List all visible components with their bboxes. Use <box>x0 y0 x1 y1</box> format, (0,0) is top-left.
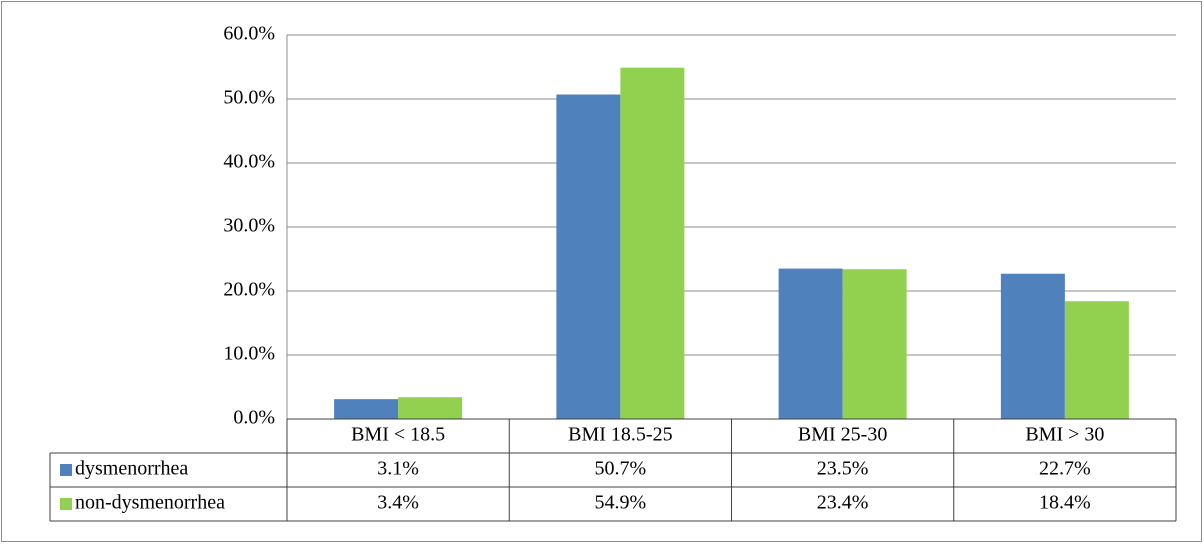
y-tick-label: 10.0% <box>223 343 275 365</box>
table-value: 22.7% <box>1039 458 1091 480</box>
x-tick-label: BMI 18.5-25 <box>568 424 672 446</box>
legend-label: dysmenorrhea <box>75 458 188 480</box>
table-value: 50.7% <box>595 458 647 480</box>
table-value: 54.9% <box>595 492 647 514</box>
legend-key <box>60 464 72 476</box>
table-value: 3.1% <box>377 458 419 480</box>
x-tick-label: BMI > 30 <box>1025 424 1104 446</box>
y-tick-label: 0.0% <box>233 407 275 429</box>
y-tick-label: 30.0% <box>223 215 275 237</box>
x-tick-label: BMI < 18.5 <box>351 424 445 446</box>
y-tick-label: 20.0% <box>223 279 275 301</box>
legend-label: non-dysmenorrhea <box>75 492 225 514</box>
bar <box>778 268 843 419</box>
bar <box>620 67 685 419</box>
table-value: 23.5% <box>817 458 869 480</box>
bar <box>1000 273 1065 419</box>
table-value: 23.4% <box>817 492 869 514</box>
x-tick-label: BMI 25-30 <box>798 424 887 446</box>
legend-key <box>60 498 72 510</box>
bar <box>334 399 399 419</box>
y-tick-label: 40.0% <box>223 151 275 173</box>
bar <box>556 94 621 420</box>
bar <box>842 269 907 419</box>
y-tick-label: 60.0% <box>223 23 275 45</box>
table-value: 3.4% <box>377 492 419 514</box>
y-tick-label: 50.0% <box>223 87 275 109</box>
bar <box>1064 301 1129 419</box>
bar <box>398 397 463 419</box>
table-value: 18.4% <box>1039 492 1091 514</box>
